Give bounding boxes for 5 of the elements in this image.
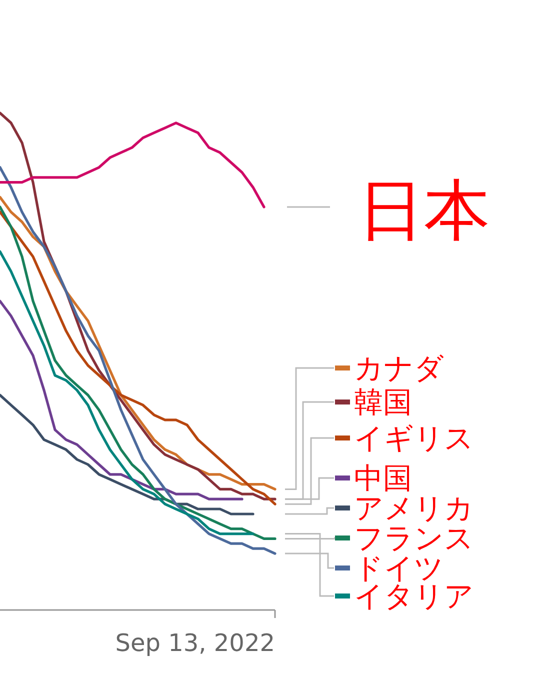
legend-label: イギリス xyxy=(354,421,474,455)
series-label: 日本 xyxy=(358,172,490,250)
legend-label: 韓国 xyxy=(354,385,412,419)
legend-label: カナダ xyxy=(354,351,444,385)
text: Sep 13, 2022 xyxy=(115,629,275,657)
